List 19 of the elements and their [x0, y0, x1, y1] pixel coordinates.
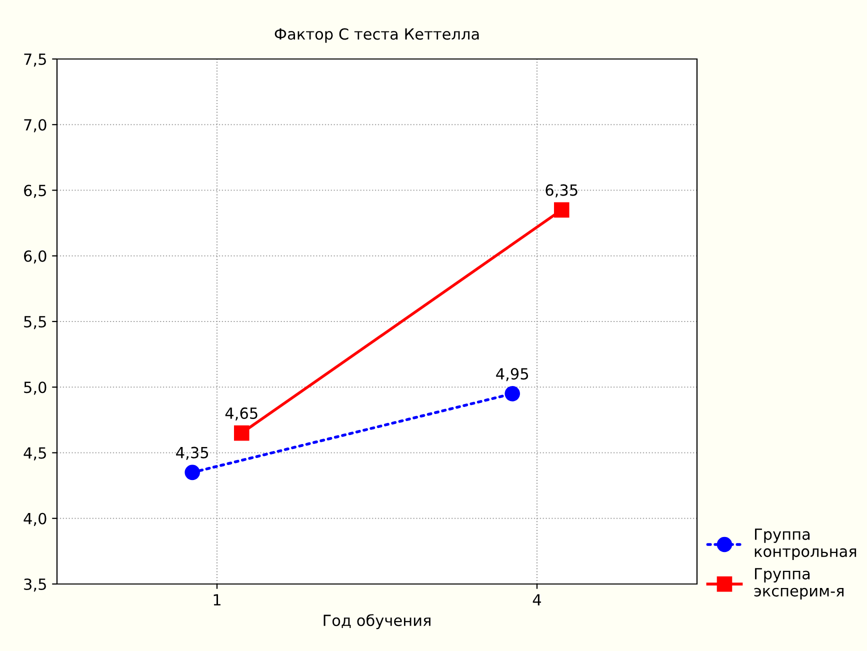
y-tick-label: 3,5	[24, 578, 46, 592]
data-label: 4,65	[225, 407, 258, 421]
x-tick-label: 4	[532, 594, 542, 606]
legend-label: Группа эксперим-я	[754, 568, 844, 600]
y-tick-label: 7,0	[24, 119, 46, 132]
y-tick-label: 5,5	[24, 316, 46, 330]
y-tick-label: 7,5	[24, 54, 46, 67]
y-tick-label: 5,0	[24, 382, 46, 395]
y-tick-label: 6,0	[24, 250, 46, 264]
legend-label: Группа контрольная	[754, 528, 856, 560]
chart-title: Фактор С теста Кеттелла	[274, 28, 479, 43]
y-tick-label: 4,5	[24, 447, 46, 460]
y-tick-label: 4,0	[24, 512, 46, 526]
y-tick-label: 6,5	[24, 184, 46, 198]
data-label: 6,35	[546, 184, 578, 198]
data-label: 4,35	[176, 446, 208, 460]
x-tick-label: 1	[214, 594, 220, 606]
x-axis-title: Год обучения	[324, 614, 430, 630]
data-label: 4,95	[496, 368, 528, 382]
